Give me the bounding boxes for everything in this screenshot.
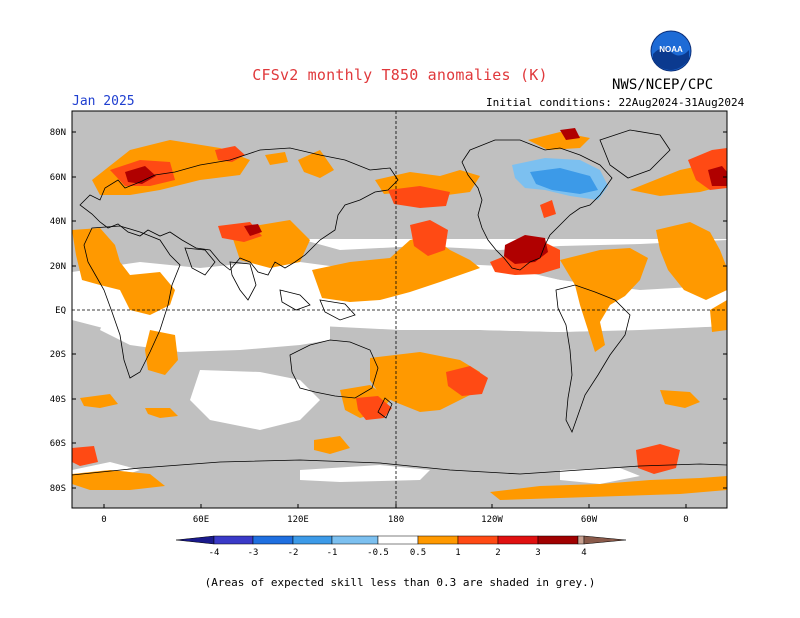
agency-label: NWS/NCEP/CPC	[612, 77, 714, 93]
colorbar-label: -1	[327, 548, 338, 558]
colorbar-segment	[583, 535, 627, 545]
latitude-axis: 80N 60N 40N 20N EQ 20S 40S 60S 80S	[50, 128, 727, 494]
colorbar-labels: -4 -3 -2 -1 -0.5 0.5 1 2 3 4	[209, 548, 587, 558]
lon-label: 0	[101, 515, 106, 525]
lon-label: 180	[388, 515, 404, 525]
colorbar-segment	[497, 535, 539, 545]
lon-label: 60W	[581, 515, 598, 525]
lat-label: 40S	[50, 395, 66, 405]
colorbar-segment	[537, 535, 579, 545]
logo-text: NOAA	[659, 45, 683, 54]
colorbar-label: -4	[209, 548, 220, 558]
skill-footnote: (Areas of expected skill less than 0.3 a…	[204, 576, 596, 589]
anomaly-dark-red	[125, 128, 727, 264]
colorbar-label: 4	[581, 548, 586, 558]
lon-label: 120E	[287, 515, 309, 525]
lat-label: 80N	[50, 128, 66, 138]
lat-label: 80S	[50, 484, 66, 494]
lat-label: 20N	[50, 262, 66, 272]
colorbar-label: 0.5	[410, 548, 426, 558]
lon-label: 60E	[193, 515, 209, 525]
longitude-axis: 0 60E 120E 180 120W 60W 0	[101, 504, 689, 525]
chart-title: CFSv2 monthly T850 anomalies (K)	[252, 66, 548, 84]
colorbar-label: 3	[535, 548, 540, 558]
colorbar-label: -3	[248, 548, 259, 558]
colorbar-label: 2	[495, 548, 500, 558]
colorbar-label: -0.5	[367, 548, 389, 558]
lon-label: 0	[683, 515, 688, 525]
initial-conditions: Initial conditions: 22Aug2024-31Aug2024	[486, 96, 745, 109]
colorbar-segment	[175, 535, 215, 545]
colorbar-segment	[252, 535, 294, 545]
colorbar-segment	[577, 535, 585, 545]
noaa-logo: NOAA	[650, 30, 692, 72]
colorbar	[175, 535, 627, 545]
colorbar-segment	[292, 535, 333, 545]
lat-label: 40N	[50, 217, 66, 227]
colorbar-segment	[377, 535, 419, 545]
colorbar-segment	[457, 535, 499, 545]
colorbar-segment	[417, 535, 459, 545]
lon-label: 120W	[481, 515, 503, 525]
coastlines	[72, 129, 727, 476]
forecast-period: Jan 2025	[72, 94, 135, 109]
colorbar-segment	[331, 535, 379, 545]
colorbar-label: -2	[288, 548, 299, 558]
lat-label: 60N	[50, 173, 66, 183]
colorbar-label: 1	[455, 548, 460, 558]
lat-label: EQ	[55, 306, 66, 316]
colorbar-segment	[213, 535, 254, 545]
lat-label: 20S	[50, 350, 66, 360]
lat-label: 60S	[50, 439, 66, 449]
anomaly-negative	[512, 158, 608, 200]
map-frame	[71, 110, 728, 509]
